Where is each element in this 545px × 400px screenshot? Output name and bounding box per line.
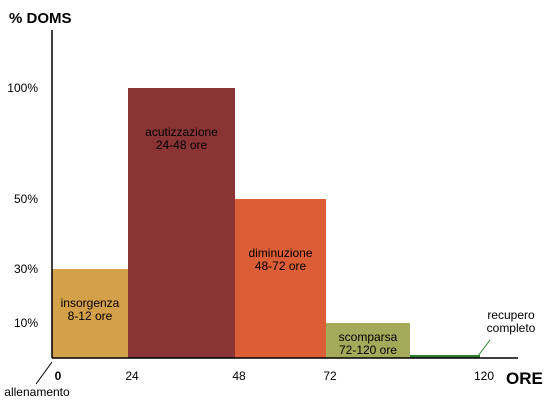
y-tick-label-2: 50% [14,192,38,206]
bar-1 [128,88,235,358]
bar-3 [326,323,410,358]
x-tick-label-4: 120 [474,369,494,383]
bar-label-2-line2: 48-72 ore [255,259,307,273]
annotation-allenamento: allenamento [4,385,70,399]
recupero-pointer [477,339,491,357]
bar-4 [410,355,480,358]
bar-label-0-line2: 8-12 ore [68,309,113,323]
bar-label-3-line2: 72-120 ore [339,343,397,357]
annotation-recupero-line2: completo [487,321,536,335]
y-tick-label-1: 30% [14,262,38,276]
x-axis-label: ORE [506,369,543,388]
bar-label-1-line1: acutizzazione [145,125,218,139]
bar-label-2-line1: diminuzione [248,246,312,260]
y-tick-label-3: 100% [7,81,38,95]
bar-label-3-line1: scomparsa [339,330,398,344]
x-tick-label-1: 24 [125,369,139,383]
y-axis-label: % DOMS [9,10,72,27]
y-tick-label-0: 10% [14,316,38,330]
allenamento-pointer [35,361,53,385]
annotation-recupero-line1: recupero [487,308,535,322]
bar-label-1-line2: 24-48 ore [156,138,208,152]
bar-2 [235,199,326,358]
bar-label-0-line1: insorgenza [61,296,120,310]
bar-0 [52,269,128,358]
x-tick-label-3: 72 [323,369,337,383]
x-tick-label-2: 48 [232,369,246,383]
x-tick-label-0: 0 [55,369,62,383]
